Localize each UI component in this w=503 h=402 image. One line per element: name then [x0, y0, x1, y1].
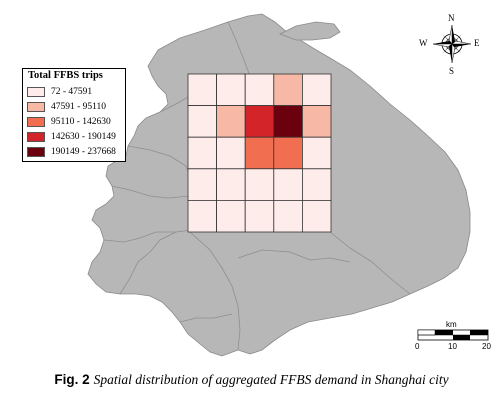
grid-cell — [216, 199, 246, 233]
grid-cell — [216, 105, 246, 138]
legend-label: 72 - 47591 — [51, 86, 93, 97]
grid-cell — [273, 199, 303, 233]
grid-cell — [187, 168, 218, 201]
grid-cell — [301, 199, 332, 233]
compass-rose — [432, 24, 472, 64]
grid-cell — [216, 168, 246, 201]
legend-title: Total FFBS trips — [28, 70, 103, 81]
legend-item: 47591 - 95110 — [27, 100, 106, 113]
legend-swatch — [27, 116, 45, 127]
grid-cell — [187, 136, 218, 170]
grid-cell — [273, 73, 303, 107]
grid-cell — [273, 168, 303, 201]
grid-cell — [187, 199, 218, 233]
caption-text: Spatial distribution of aggregated FFBS … — [93, 372, 449, 387]
grid-cell — [216, 136, 246, 170]
scale-unit-label: km — [446, 320, 457, 329]
grid-cell — [301, 105, 332, 138]
grid-cell — [301, 73, 332, 107]
legend-label: 190149 - 237668 — [51, 146, 116, 157]
legend-swatch — [27, 146, 45, 157]
grid-cell — [301, 136, 332, 170]
legend-swatch — [27, 86, 45, 97]
grid-cell — [244, 136, 275, 170]
legend-swatch — [27, 101, 45, 112]
legend-item: 72 - 47591 — [27, 85, 92, 98]
grid-cell — [244, 105, 275, 138]
grid-cell — [301, 168, 332, 201]
scale-tick-label: 10 — [448, 342, 457, 351]
island-north — [279, 21, 341, 41]
legend-label: 47591 - 95110 — [51, 101, 107, 112]
grid-cell — [187, 105, 218, 138]
compass-west-label: W — [419, 38, 428, 48]
legend-item: 190149 - 237668 — [27, 145, 116, 158]
grid-cell — [244, 199, 275, 233]
legend-label: 95110 - 142630 — [51, 116, 111, 127]
scale-bar — [417, 329, 489, 341]
compass-north-label: N — [448, 13, 455, 23]
map-legend: Total FFBS trips 72 - 47591 47591 - 9511… — [22, 68, 126, 162]
grid-cell — [273, 136, 303, 170]
legend-item: 142630 - 190149 — [27, 130, 116, 143]
grid-cell — [273, 105, 303, 138]
legend-swatch — [27, 131, 45, 142]
compass-south-label: S — [449, 66, 455, 76]
legend-item: 95110 - 142630 — [27, 115, 111, 128]
figure-caption: Fig. 2 Spatial distribution of aggregated… — [0, 372, 503, 388]
grid-cell — [244, 73, 275, 107]
scale-tick-label: 20 — [482, 342, 491, 351]
scale-tick-label: 0 — [415, 342, 420, 351]
compass-east-label: E — [474, 38, 480, 48]
choropleth-grid — [187, 73, 332, 233]
grid-cell — [244, 168, 275, 201]
grid-cell — [187, 73, 218, 107]
legend-label: 142630 - 190149 — [51, 131, 116, 142]
caption-label: Fig. 2 — [54, 372, 90, 387]
grid-cell — [216, 73, 246, 107]
